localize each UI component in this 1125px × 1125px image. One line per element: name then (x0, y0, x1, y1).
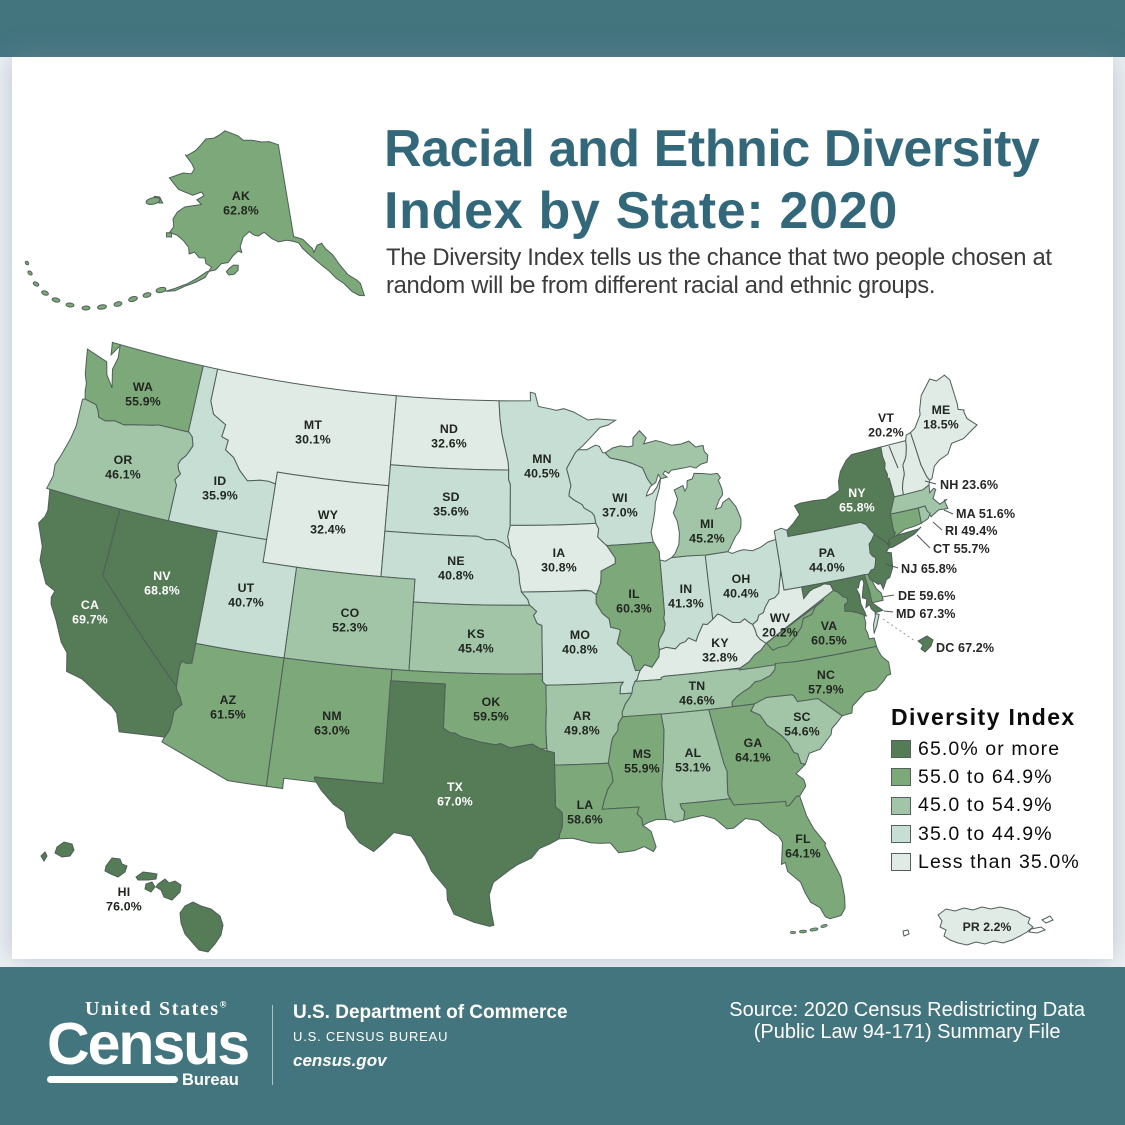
svg-text:58.6%: 58.6% (567, 813, 603, 827)
svg-text:ND: ND (440, 422, 458, 436)
svg-text:IL: IL (628, 587, 640, 601)
svg-text:60.3%: 60.3% (616, 602, 652, 616)
svg-text:MD 67.3%: MD 67.3% (896, 607, 956, 621)
svg-text:DC 67.2%: DC 67.2% (936, 641, 994, 655)
svg-text:76.0%: 76.0% (106, 900, 142, 914)
svg-text:NY: NY (848, 486, 865, 500)
svg-text:TN: TN (689, 679, 706, 693)
svg-text:KS: KS (467, 627, 484, 641)
svg-text:MS: MS (633, 747, 652, 761)
svg-text:20.2%: 20.2% (762, 626, 798, 640)
svg-text:OK: OK (482, 695, 501, 709)
svg-text:53.1%: 53.1% (675, 761, 711, 775)
svg-text:52.3%: 52.3% (332, 621, 368, 635)
svg-text:IA: IA (553, 546, 566, 560)
svg-text:VT: VT (878, 411, 894, 425)
svg-text:18.5%: 18.5% (923, 418, 959, 432)
svg-text:CA: CA (81, 598, 99, 612)
svg-text:60.5%: 60.5% (811, 634, 847, 648)
svg-text:NJ 65.8%: NJ 65.8% (901, 562, 957, 576)
svg-text:NH 23.6%: NH 23.6% (940, 478, 998, 492)
svg-text:67.0%: 67.0% (437, 795, 473, 809)
svg-text:54.6%: 54.6% (784, 725, 820, 739)
svg-text:69.7%: 69.7% (72, 613, 108, 627)
svg-text:AZ: AZ (220, 693, 237, 707)
svg-text:PR 2.2%: PR 2.2% (963, 920, 1012, 934)
svg-text:KY: KY (711, 636, 728, 650)
svg-text:41.3%: 41.3% (668, 597, 704, 611)
svg-text:NC: NC (817, 668, 835, 682)
svg-text:35.6%: 35.6% (433, 505, 469, 519)
svg-text:DE 59.6%: DE 59.6% (898, 589, 956, 603)
svg-text:OH: OH (732, 572, 751, 586)
svg-text:40.8%: 40.8% (438, 569, 474, 583)
svg-text:37.0%: 37.0% (602, 506, 638, 520)
svg-text:IN: IN (680, 582, 693, 596)
svg-text:OR: OR (114, 453, 133, 467)
svg-text:32.6%: 32.6% (431, 437, 467, 451)
svg-text:55.9%: 55.9% (125, 395, 161, 409)
svg-text:CO: CO (341, 606, 360, 620)
svg-text:UT: UT (238, 581, 255, 595)
svg-text:62.8%: 62.8% (223, 204, 259, 218)
svg-text:LA: LA (577, 798, 594, 812)
svg-text:40.8%: 40.8% (562, 643, 598, 657)
svg-text:45.4%: 45.4% (458, 642, 494, 656)
svg-text:FL: FL (795, 832, 811, 846)
svg-text:MO: MO (570, 628, 590, 642)
svg-text:HI: HI (118, 885, 131, 899)
svg-text:63.0%: 63.0% (314, 724, 350, 738)
svg-text:32.4%: 32.4% (310, 523, 346, 537)
svg-text:40.5%: 40.5% (524, 467, 560, 481)
svg-text:RI 49.4%: RI 49.4% (945, 524, 998, 538)
svg-text:SD: SD (442, 490, 459, 504)
svg-text:WA: WA (133, 380, 153, 394)
svg-text:20.2%: 20.2% (868, 426, 904, 440)
svg-text:TX: TX (447, 780, 464, 794)
svg-text:64.1%: 64.1% (735, 751, 771, 765)
svg-text:ME: ME (932, 403, 951, 417)
svg-text:MN: MN (532, 452, 552, 466)
svg-text:30.8%: 30.8% (541, 561, 577, 575)
svg-text:44.0%: 44.0% (809, 561, 845, 575)
svg-text:WY: WY (318, 508, 338, 522)
svg-text:NV: NV (153, 569, 171, 583)
svg-text:VA: VA (821, 619, 838, 633)
svg-text:AL: AL (685, 746, 702, 760)
svg-text:NE: NE (447, 554, 464, 568)
svg-text:65.8%: 65.8% (839, 501, 875, 515)
svg-text:WI: WI (612, 491, 627, 505)
svg-text:GA: GA (744, 736, 763, 750)
svg-text:59.5%: 59.5% (473, 710, 509, 724)
svg-text:MT: MT (304, 418, 322, 432)
svg-text:55.9%: 55.9% (624, 762, 660, 776)
svg-text:PA: PA (819, 546, 836, 560)
svg-text:46.6%: 46.6% (679, 694, 715, 708)
svg-text:49.8%: 49.8% (564, 724, 600, 738)
svg-text:ID: ID (214, 474, 227, 488)
svg-text:57.9%: 57.9% (808, 683, 844, 697)
svg-text:40.4%: 40.4% (723, 587, 759, 601)
svg-text:45.2%: 45.2% (689, 532, 725, 546)
svg-text:35.9%: 35.9% (202, 489, 238, 503)
svg-text:68.8%: 68.8% (144, 584, 180, 598)
svg-text:SC: SC (793, 710, 810, 724)
svg-text:AK: AK (232, 189, 250, 203)
svg-text:40.7%: 40.7% (228, 596, 264, 610)
svg-text:32.8%: 32.8% (702, 651, 738, 665)
svg-text:46.1%: 46.1% (105, 468, 141, 482)
svg-text:AR: AR (573, 709, 591, 723)
svg-text:NM: NM (322, 709, 342, 723)
svg-text:CT 55.7%: CT 55.7% (933, 542, 990, 556)
svg-text:MI: MI (700, 517, 714, 531)
svg-text:30.1%: 30.1% (295, 433, 331, 447)
svg-text:MA 51.6%: MA 51.6% (956, 507, 1015, 521)
svg-text:64.1%: 64.1% (785, 847, 821, 861)
svg-text:WV: WV (770, 611, 791, 625)
svg-text:61.5%: 61.5% (210, 708, 246, 722)
